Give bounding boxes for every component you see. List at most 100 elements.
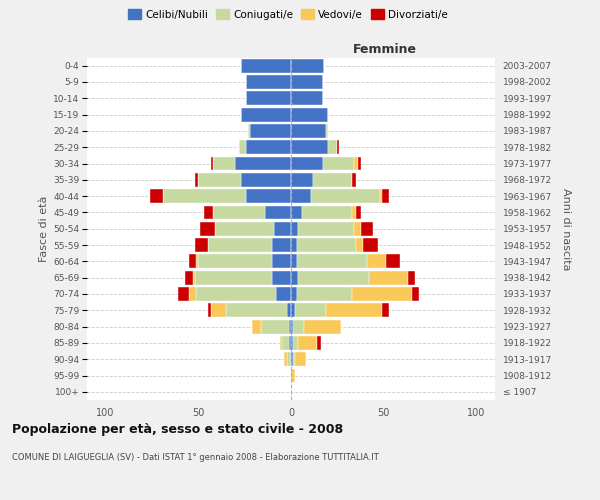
Bar xyxy=(189,287,196,301)
Bar xyxy=(241,58,291,72)
Bar xyxy=(352,287,412,301)
Bar xyxy=(226,304,287,317)
Bar xyxy=(304,320,341,334)
Y-axis label: Fasce di età: Fasce di età xyxy=(39,196,49,262)
Bar xyxy=(323,156,354,170)
Bar xyxy=(194,173,198,187)
Bar xyxy=(265,206,291,220)
Bar xyxy=(262,320,289,334)
Bar xyxy=(284,352,287,366)
Bar xyxy=(311,189,380,203)
Bar xyxy=(361,222,373,235)
Bar xyxy=(356,238,364,252)
Bar xyxy=(200,222,215,235)
Bar xyxy=(248,124,250,138)
Bar xyxy=(289,336,291,350)
Bar xyxy=(291,156,323,170)
Bar xyxy=(291,270,298,284)
Bar xyxy=(328,140,337,154)
Bar xyxy=(211,156,213,170)
Bar xyxy=(287,304,291,317)
Bar xyxy=(291,92,323,105)
Bar xyxy=(272,238,291,252)
Bar xyxy=(293,336,298,350)
Bar xyxy=(358,156,361,170)
Bar xyxy=(291,287,296,301)
Bar xyxy=(298,336,317,350)
Bar xyxy=(204,206,213,220)
Bar xyxy=(412,287,419,301)
Bar xyxy=(213,206,265,220)
Bar xyxy=(213,156,235,170)
Bar xyxy=(291,75,323,89)
Bar xyxy=(250,124,291,138)
Bar xyxy=(382,189,389,203)
Bar xyxy=(189,254,196,268)
Bar xyxy=(386,254,400,268)
Bar xyxy=(364,238,378,252)
Bar xyxy=(354,156,358,170)
Bar xyxy=(208,238,272,252)
Bar xyxy=(291,304,295,317)
Y-axis label: Anni di nascita: Anni di nascita xyxy=(562,188,571,270)
Bar xyxy=(194,270,272,284)
Bar xyxy=(291,352,293,366)
Bar xyxy=(272,254,291,268)
Bar xyxy=(282,336,289,350)
Bar xyxy=(198,173,241,187)
Bar xyxy=(356,206,361,220)
Bar xyxy=(382,304,389,317)
Bar xyxy=(289,320,291,334)
Bar xyxy=(185,270,193,284)
Bar xyxy=(369,270,408,284)
Bar xyxy=(326,124,328,138)
Bar xyxy=(272,270,291,284)
Bar xyxy=(296,238,356,252)
Bar xyxy=(298,222,354,235)
Bar xyxy=(352,173,356,187)
Bar xyxy=(291,189,311,203)
Bar xyxy=(291,254,296,268)
Legend: Celibi/Nubili, Coniugati/e, Vedovi/e, Divorziati/e: Celibi/Nubili, Coniugati/e, Vedovi/e, Di… xyxy=(124,5,452,24)
Bar xyxy=(298,270,369,284)
Bar xyxy=(215,222,274,235)
Bar xyxy=(287,352,291,366)
Bar xyxy=(293,352,295,366)
Text: COMUNE DI LAIGUEGLIA (SV) - Dati ISTAT 1° gennaio 2008 - Elaborazione TUTTITALIA: COMUNE DI LAIGUEGLIA (SV) - Dati ISTAT 1… xyxy=(12,452,379,462)
Bar xyxy=(296,254,367,268)
Bar xyxy=(291,206,302,220)
Bar xyxy=(313,173,352,187)
Bar xyxy=(252,320,262,334)
Bar xyxy=(291,336,293,350)
Bar xyxy=(247,189,291,203)
Bar xyxy=(291,368,295,382)
Text: Maschi: Maschi xyxy=(0,43,1,56)
Bar xyxy=(247,92,291,105)
Bar xyxy=(352,206,356,220)
Bar xyxy=(293,320,304,334)
Bar xyxy=(291,124,326,138)
Bar xyxy=(198,254,272,268)
Bar xyxy=(380,189,382,203)
Bar xyxy=(295,304,326,317)
Bar xyxy=(367,254,386,268)
Bar xyxy=(291,222,298,235)
Bar xyxy=(354,222,361,235)
Bar xyxy=(291,108,328,122)
Bar xyxy=(280,336,282,350)
Bar xyxy=(241,108,291,122)
Text: Femmine: Femmine xyxy=(353,43,417,56)
Bar xyxy=(291,140,328,154)
Bar xyxy=(247,140,291,154)
Bar xyxy=(302,206,352,220)
Bar xyxy=(241,173,291,187)
Bar xyxy=(196,254,198,268)
Bar xyxy=(247,75,291,89)
Bar xyxy=(337,140,339,154)
Bar xyxy=(317,336,320,350)
Bar xyxy=(295,352,306,366)
Bar xyxy=(196,287,276,301)
Bar xyxy=(291,58,325,72)
Bar xyxy=(291,320,293,334)
Bar xyxy=(194,238,208,252)
